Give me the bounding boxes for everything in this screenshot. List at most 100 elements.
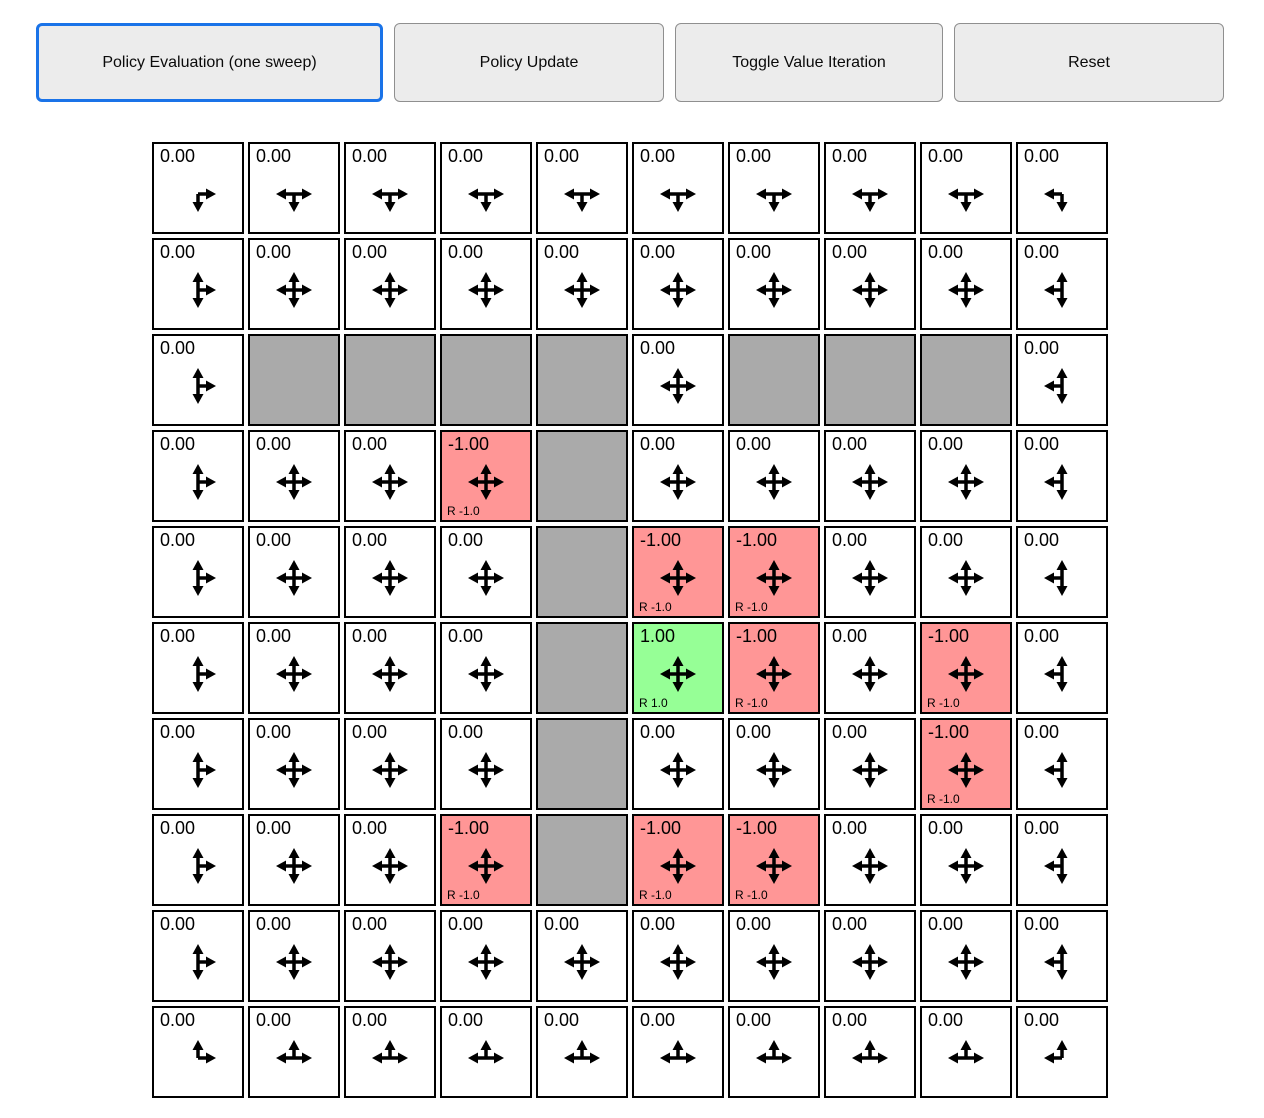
cell-value: 0.00 xyxy=(832,242,868,262)
policy-arrows-icon xyxy=(192,560,216,596)
grid-cell: 0.00 xyxy=(1016,910,1108,1002)
policy-arrows-icon xyxy=(1044,848,1068,884)
policy-arrows-icon xyxy=(756,272,792,308)
cell-reward: R -1.0 xyxy=(735,696,768,710)
policy-arrows-icon xyxy=(192,656,216,692)
policy-arrows-icon xyxy=(564,944,600,980)
policy-arrows-icon xyxy=(948,560,984,596)
grid-cell: 0.00 xyxy=(440,718,532,810)
toggle-value-iteration-button[interactable]: Toggle Value Iteration xyxy=(675,23,943,102)
policy-arrows-icon xyxy=(852,464,888,500)
grid-cell: 0.00 xyxy=(152,1006,244,1098)
policy-arrows-icon xyxy=(276,752,312,788)
cell-value: 0.00 xyxy=(640,1010,676,1030)
policy-arrows-icon xyxy=(192,272,216,308)
wall-cell xyxy=(728,334,820,426)
grid-cell: 0.00 xyxy=(536,1006,628,1098)
cell-value: 0.00 xyxy=(352,1010,388,1030)
policy-arrows-icon xyxy=(948,752,984,788)
policy-arrows-icon xyxy=(468,464,504,500)
cell-value: 0.00 xyxy=(832,434,868,454)
grid-cell: 0.00 xyxy=(152,334,244,426)
policy-arrows-icon xyxy=(192,188,216,212)
cell-value: 0.00 xyxy=(448,1010,484,1030)
cell-reward: R -1.0 xyxy=(447,888,480,902)
grid-cell: 0.00 xyxy=(344,238,436,330)
policy-arrows-icon xyxy=(1044,560,1068,596)
grid-cell: 0.00 xyxy=(920,238,1012,330)
policy-arrows-icon xyxy=(852,188,888,212)
policy-arrows-icon xyxy=(948,944,984,980)
cell-value: 0.00 xyxy=(832,530,868,550)
grid-cell: 0.00 xyxy=(728,718,820,810)
policy-arrows-icon xyxy=(192,464,216,500)
cell-value: 1.00 xyxy=(640,626,676,646)
cell-value: 0.00 xyxy=(352,146,388,166)
policy-arrows-icon xyxy=(660,848,696,884)
policy-arrows-icon xyxy=(192,848,216,884)
policy-arrows-icon xyxy=(756,560,792,596)
policy-arrows-icon xyxy=(948,656,984,692)
policy-arrows-icon xyxy=(468,1040,504,1064)
grid-cell: 0.00 xyxy=(344,1006,436,1098)
grid-cell: 0.00 xyxy=(248,526,340,618)
policy-arrows-icon xyxy=(852,560,888,596)
cell-value: 0.00 xyxy=(928,1010,964,1030)
cell-value: 0.00 xyxy=(352,434,388,454)
cell-value: 0.00 xyxy=(736,242,772,262)
cell-value: 0.00 xyxy=(256,1010,292,1030)
grid-cell: 0.00 xyxy=(536,910,628,1002)
grid-cell: 0.00 xyxy=(152,814,244,906)
grid-cell: 0.00 xyxy=(728,910,820,1002)
grid-cell: 0.00 xyxy=(920,142,1012,234)
grid-cell: 0.00 xyxy=(1016,142,1108,234)
policy-arrows-icon xyxy=(372,188,408,212)
grid-cell: 0.00 xyxy=(440,622,532,714)
cell-reward: R -1.0 xyxy=(927,792,960,806)
cell-value: 0.00 xyxy=(832,626,868,646)
wall-cell xyxy=(344,334,436,426)
grid-cell: 0.00 xyxy=(440,526,532,618)
cell-value: -1.00 xyxy=(448,434,490,454)
cell-value: 0.00 xyxy=(256,914,292,934)
cell-value: 0.00 xyxy=(160,242,196,262)
policy-arrows-icon xyxy=(192,368,216,404)
wall-cell xyxy=(536,334,628,426)
cell-value: -1.00 xyxy=(928,626,970,646)
policy-arrows-icon xyxy=(1044,464,1068,500)
grid-cell: 0.00 xyxy=(248,430,340,522)
cell-value: 0.00 xyxy=(640,914,676,934)
grid-cell: 0.00 xyxy=(824,910,916,1002)
grid-cell: -1.00 R -1.0 xyxy=(440,814,532,906)
reset-button[interactable]: Reset xyxy=(954,23,1224,102)
grid-cell: -1.00 R -1.0 xyxy=(632,526,724,618)
policy-update-button[interactable]: Policy Update xyxy=(394,23,664,102)
cell-value: 0.00 xyxy=(448,626,484,646)
policy-arrows-icon xyxy=(372,848,408,884)
policy-arrows-icon xyxy=(276,944,312,980)
cell-value: 0.00 xyxy=(352,626,388,646)
grid-cell: 0.00 xyxy=(152,718,244,810)
cell-value: 0.00 xyxy=(1024,434,1060,454)
policy-arrows-icon xyxy=(372,656,408,692)
grid-cell: 0.00 xyxy=(728,1006,820,1098)
cell-value: 0.00 xyxy=(1024,626,1060,646)
grid-cell: 0.00 xyxy=(536,142,628,234)
cell-value: 0.00 xyxy=(256,242,292,262)
cell-value: 0.00 xyxy=(544,242,580,262)
cell-value: 0.00 xyxy=(928,242,964,262)
policy-arrows-icon xyxy=(372,1040,408,1064)
policy-evaluation-button[interactable]: Policy Evaluation (one sweep) xyxy=(36,23,383,102)
cell-value: 0.00 xyxy=(160,530,196,550)
grid-cell: 0.00 xyxy=(440,910,532,1002)
policy-arrows-icon xyxy=(852,656,888,692)
policy-arrows-icon xyxy=(852,944,888,980)
policy-arrows-icon xyxy=(276,1040,312,1064)
cell-value: 0.00 xyxy=(1024,914,1060,934)
cell-value: 0.00 xyxy=(928,146,964,166)
cell-value: 0.00 xyxy=(544,914,580,934)
grid-cell: 0.00 xyxy=(440,1006,532,1098)
wall-cell xyxy=(536,718,628,810)
cell-value: 0.00 xyxy=(256,434,292,454)
grid-cell: 0.00 xyxy=(1016,430,1108,522)
